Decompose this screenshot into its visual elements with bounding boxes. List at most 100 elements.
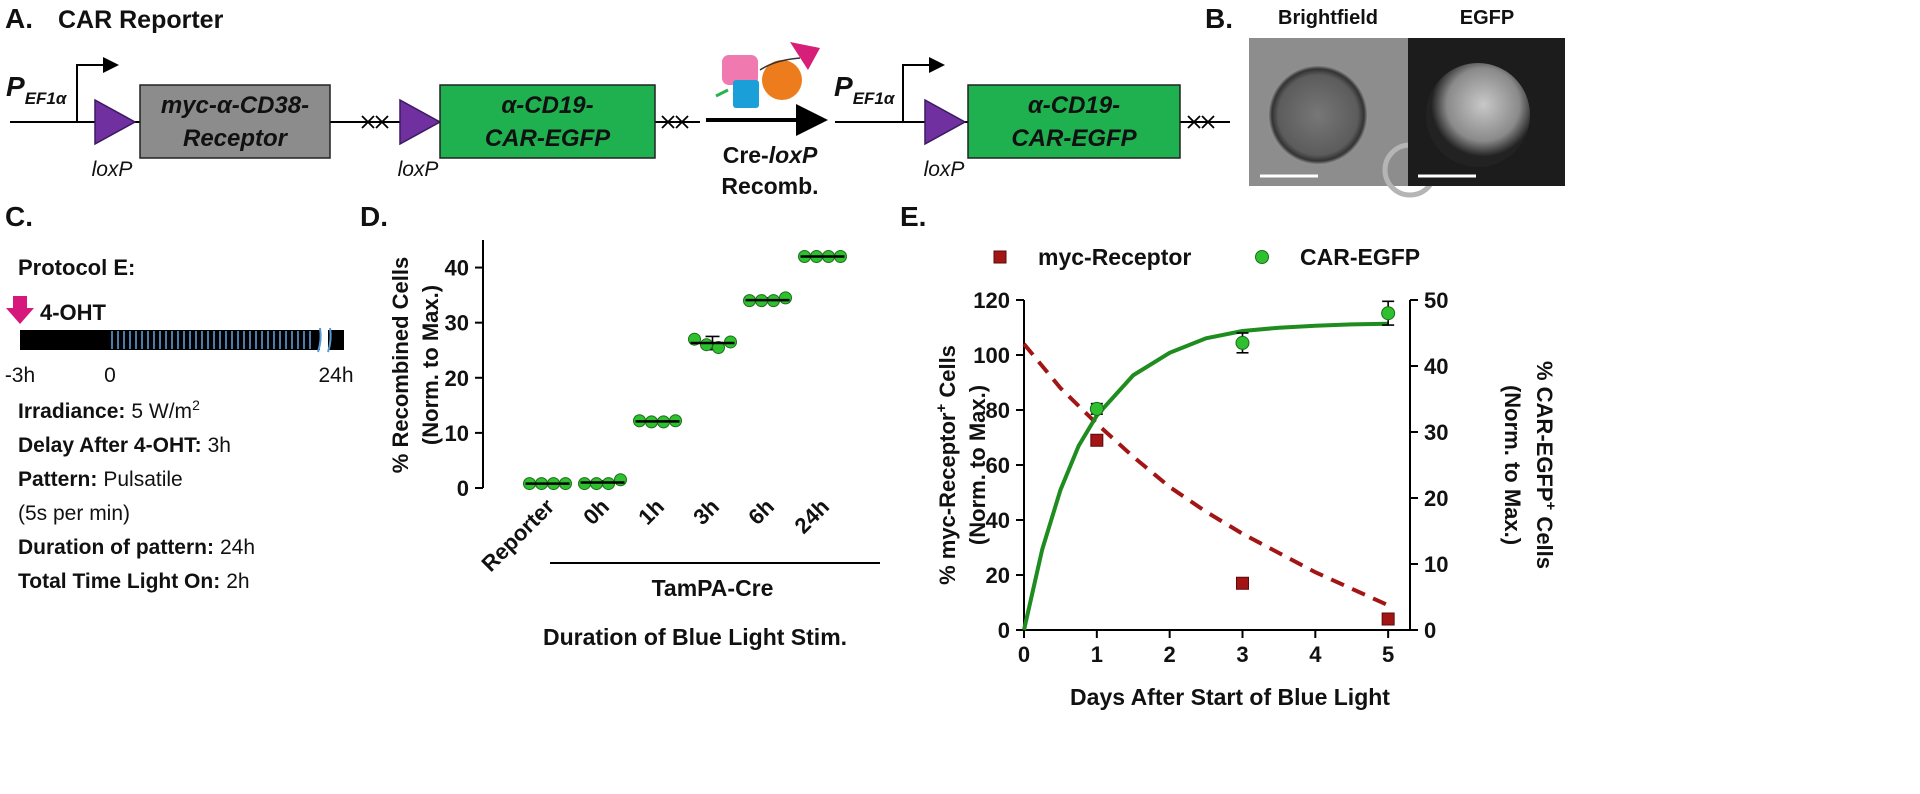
- y-tick-label: 20: [986, 563, 1010, 588]
- y-tick-label: 0: [457, 476, 469, 501]
- axis-label-part: Cells: [1532, 510, 1557, 569]
- panel-label: A.: [5, 3, 33, 34]
- loxp-site: [94, 98, 137, 146]
- terminator: [661, 115, 675, 129]
- axis-label-sup: +: [933, 404, 950, 413]
- x-tick-label: 2: [1164, 642, 1176, 667]
- image-title: EGFP: [1460, 7, 1514, 29]
- data-point: [1381, 612, 1395, 626]
- x-axis-label: Days After Start of Blue Light: [1070, 684, 1390, 710]
- param-line: Irradiance: 5 W/m2: [18, 397, 200, 423]
- legend-label: CAR-EGFP: [1300, 244, 1420, 270]
- y-tick-label: 10: [445, 421, 469, 446]
- param-line: Total Time Light On: 2h: [18, 570, 250, 593]
- axis-label-part: % CAR-EGFP: [1532, 361, 1557, 502]
- y-tick-label: 100: [973, 343, 1010, 368]
- axis-label: (Norm. to Max.): [1500, 385, 1525, 545]
- param-value: 5 W/m: [131, 400, 192, 423]
- tss-arrow: [76, 57, 119, 122]
- terminator: [1187, 115, 1201, 129]
- data-point: [700, 338, 713, 352]
- x-tick-label: 3h: [688, 494, 724, 530]
- cre-icon: [759, 57, 801, 71]
- promoter-letter: P: [834, 71, 853, 102]
- legend-marker: [993, 250, 1007, 264]
- axis-label-part: Cells: [935, 345, 960, 404]
- axis-label: (Norm. to Max.): [965, 385, 990, 545]
- protocol-title: Protocol E:: [18, 255, 135, 280]
- y-tick-label: 0: [998, 618, 1010, 643]
- tss-arrow: [902, 57, 945, 122]
- data-point: [1235, 576, 1249, 590]
- x-tick-label: 3: [1236, 642, 1248, 667]
- x-tick-label: 4: [1309, 642, 1322, 667]
- param-line: Duration of pattern: 24h: [18, 536, 255, 559]
- param-value: (5s per min): [18, 502, 130, 525]
- param-name: Total Time Light On:: [18, 570, 220, 593]
- terminator: [675, 115, 689, 129]
- param-sup: 2: [192, 397, 200, 413]
- timeline-break: [317, 327, 332, 353]
- drug-arrow: [6, 296, 34, 324]
- loxp-label: loxP: [92, 158, 133, 181]
- loxp-label: loxP: [398, 158, 439, 181]
- x-tick-label: 24h: [790, 494, 834, 538]
- y-tick-label: 80: [986, 398, 1010, 423]
- param-value: 2h: [226, 570, 249, 593]
- data-point: [1089, 401, 1104, 416]
- cre-icon: [733, 80, 759, 108]
- recomb-label: Cre-loxP: [723, 142, 818, 168]
- data-point: [779, 291, 792, 305]
- gene-label: CAR-EGFP: [485, 125, 611, 152]
- x-tick-label: 1: [1091, 642, 1103, 667]
- loxp-label: loxP: [924, 158, 965, 181]
- gene-box: [439, 84, 656, 159]
- y-axis-label: (Norm. to Max.): [418, 285, 443, 445]
- recomb-label: Recomb.: [721, 173, 818, 199]
- promoter: PEF1α: [834, 71, 896, 108]
- y-tick-label: 120: [973, 288, 1010, 313]
- timeline-label: 0: [104, 364, 116, 387]
- terminator: [1201, 115, 1215, 129]
- param-name: Irradiance:: [18, 400, 125, 423]
- x-tick-label: 5: [1382, 642, 1394, 667]
- param-line: Pattern: Pulsatile: [18, 468, 183, 491]
- y-tick-label: 30: [445, 311, 469, 336]
- cell: [1268, 65, 1368, 165]
- param-value: 24h: [220, 536, 255, 559]
- panel-label: D.: [360, 201, 388, 232]
- panel-label: B.: [1205, 3, 1233, 34]
- panel-title: CAR Reporter: [58, 6, 224, 34]
- image-title: Brightfield: [1278, 7, 1378, 29]
- y-axis-label: % Recombined Cells: [388, 257, 413, 473]
- param-name: Duration of pattern:: [18, 536, 214, 559]
- axis-label: % CAR-EGFP+ Cells: [1532, 361, 1559, 569]
- promoter-letter: P: [6, 71, 25, 102]
- gene-box: [967, 84, 1181, 159]
- gene-label: CAR-EGFP: [1011, 125, 1137, 152]
- timeline-bar: [20, 330, 320, 350]
- terminator: [361, 115, 375, 129]
- axis-label-sup: +: [1542, 502, 1559, 511]
- drug-label: 4-OHT: [40, 300, 107, 325]
- legend-marker: [1255, 250, 1269, 264]
- cre-icon: [790, 42, 820, 70]
- promoter: PEF1α: [6, 71, 68, 108]
- loxp-site: [399, 98, 442, 146]
- promoter-sub: EF1α: [853, 89, 896, 108]
- param-name: Delay After 4-OHT:: [18, 434, 202, 457]
- data-point: [1381, 306, 1396, 321]
- data-point: [1090, 433, 1104, 447]
- param-value: 3h: [208, 434, 231, 457]
- cre-icon: [722, 55, 758, 85]
- x-tick-label: 0h: [578, 494, 614, 530]
- panel-label: C.: [5, 201, 33, 232]
- y2-tick-label: 50: [1424, 288, 1448, 313]
- gene-box: [139, 84, 331, 159]
- timeline-label: 24h: [318, 364, 353, 387]
- param-line: (5s per min): [18, 502, 130, 525]
- promoter-sub: EF1α: [25, 89, 68, 108]
- y2-tick-label: 20: [1424, 486, 1448, 511]
- y-tick-label: 20: [445, 366, 469, 391]
